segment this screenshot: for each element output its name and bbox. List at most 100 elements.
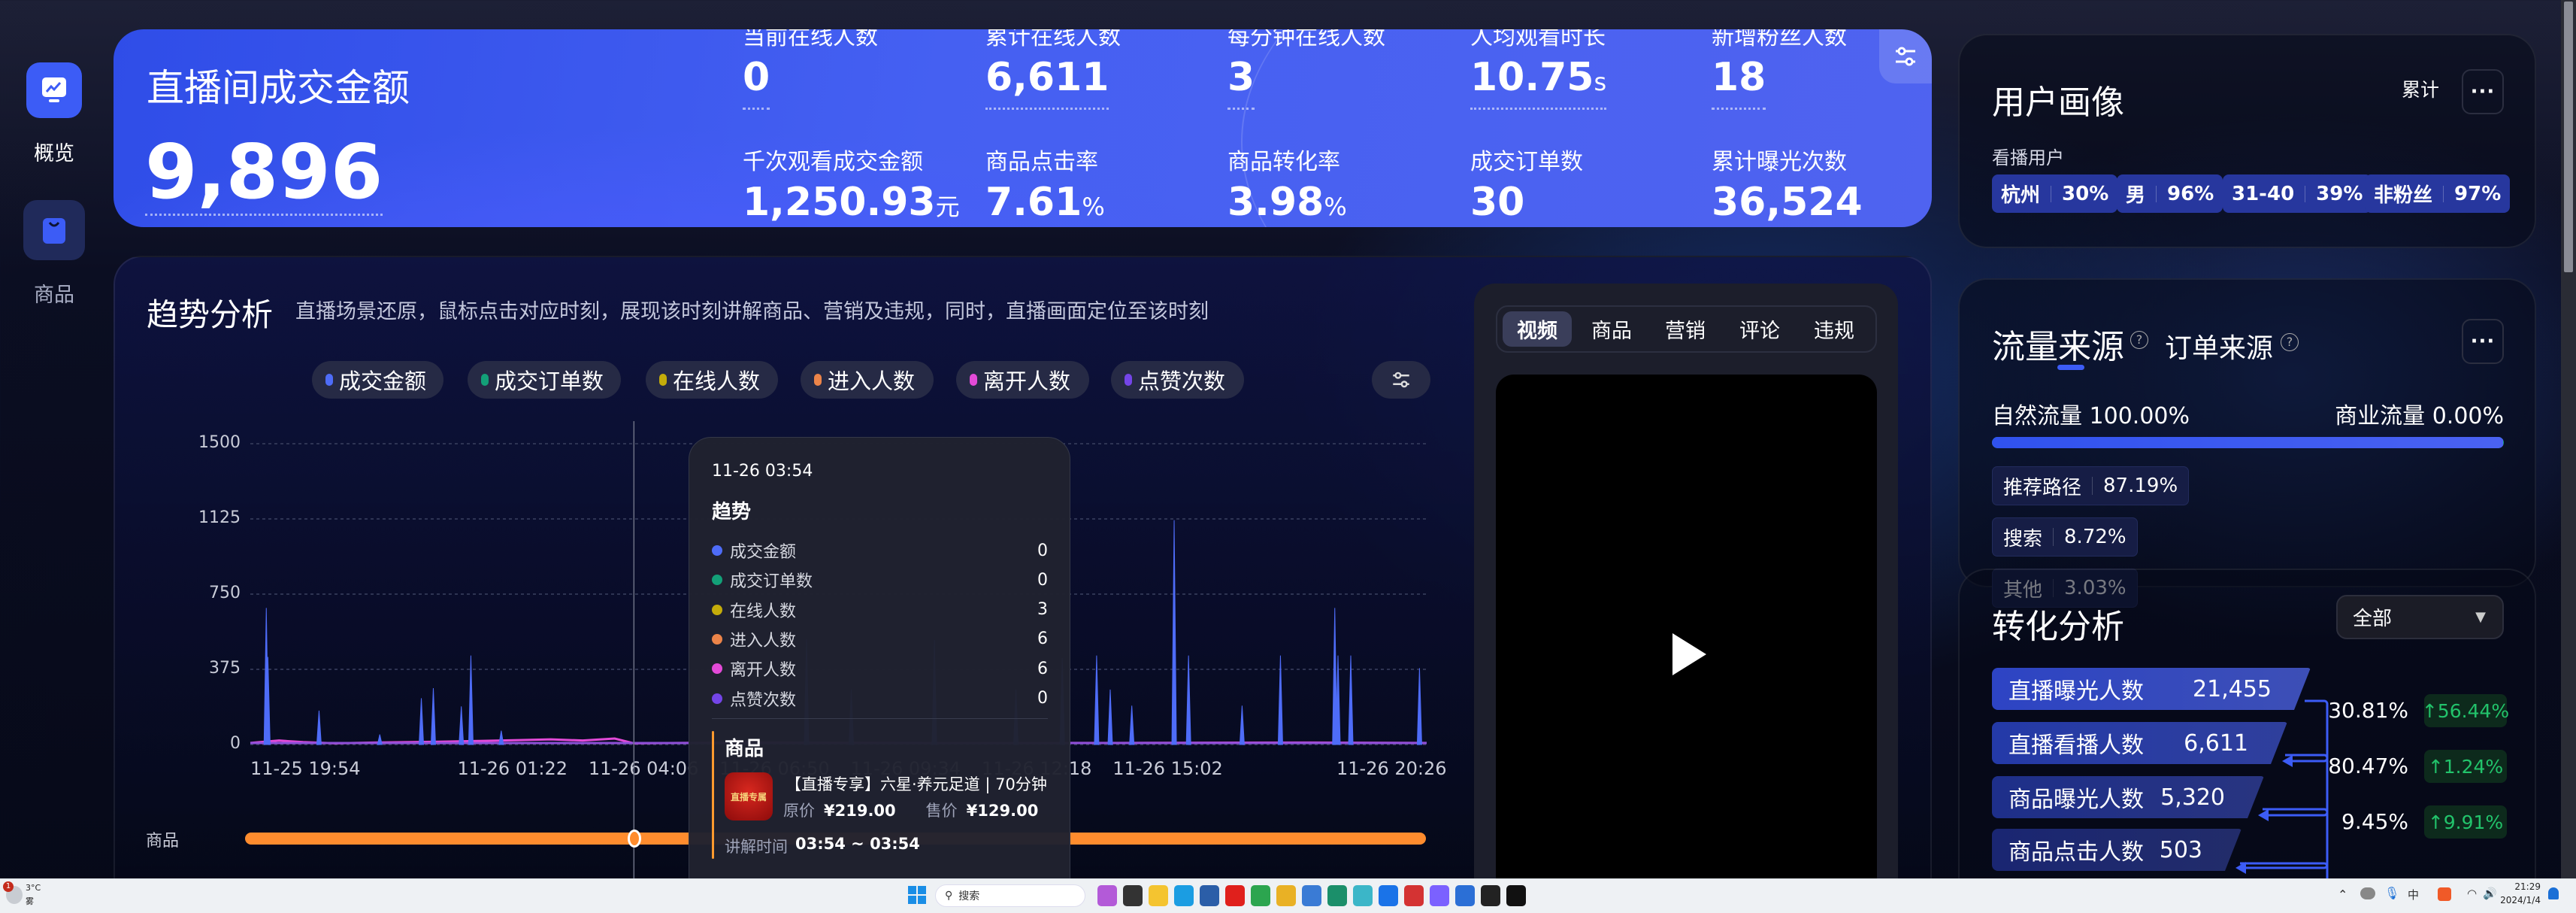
metric-3[interactable]: 每分钟在线人数 3 (1227, 29, 1453, 110)
metric-10[interactable]: 累计曝光次数 36,524 (1712, 150, 1932, 227)
clock-time[interactable]: 21:29 (2514, 881, 2541, 892)
traffic-more-button[interactable]: ··· (2462, 319, 2504, 364)
product-name[interactable]: 【直播专享】六星·养元足道 | 70分钟 (786, 775, 1047, 793)
help-icon[interactable]: ? (2281, 333, 2299, 351)
original-price-label: 原价 (783, 802, 815, 820)
wechat-files-icon[interactable] (1251, 885, 1270, 906)
metric-7[interactable]: 商品点击率 7.61% (985, 150, 1211, 227)
scrollbar-thumb[interactable] (2564, 2, 2573, 272)
commercial-traffic: 商业流量 0.00% (2335, 403, 2504, 429)
conversion-filter-select[interactable]: 全部 ▼ (2336, 595, 2504, 639)
tab-order-source[interactable]: 订单来源 (2165, 333, 2274, 364)
legend-chip-2[interactable]: 成交订单数 (468, 361, 621, 399)
video-player[interactable] (1496, 375, 1877, 901)
player-icon[interactable] (1481, 885, 1500, 906)
funnel-label: 直播看播人数 (2008, 733, 2144, 759)
y-tick-label: 0 (230, 734, 241, 753)
caret-down-icon: ▼ (2475, 609, 2486, 625)
app-red-icon[interactable] (1404, 885, 1424, 906)
sogou-ime-icon[interactable] (2438, 887, 2451, 901)
volume-icon[interactable]: 🔊 (2483, 887, 2497, 900)
onedrive-icon[interactable] (2360, 887, 2375, 899)
metrics-settings-button[interactable] (1879, 29, 1932, 83)
tab-2[interactable]: 商品 (1591, 320, 1632, 343)
tab-1[interactable]: 视频 (1503, 311, 1572, 347)
legend-chip-3[interactable]: 在线人数 (646, 361, 778, 399)
funnel-label: 商品点击人数 (2008, 839, 2144, 866)
metric-1[interactable]: 当前在线人数 0 (743, 29, 968, 110)
tab-5[interactable]: 违规 (1814, 320, 1854, 343)
x-tick-label: 11-25 19:54 (250, 758, 361, 779)
taskbar-search[interactable]: ⚲ 搜索 (935, 884, 1085, 907)
metric-value[interactable]: 3 (1227, 55, 1255, 110)
help-icon[interactable]: ? (2130, 331, 2148, 349)
microphone-icon[interactable]: 🎙 (2384, 886, 2400, 900)
metric-6[interactable]: 千次观看成交金额 1,250.93元 (743, 150, 968, 227)
portrait-more-button[interactable]: ··· (2462, 69, 2504, 114)
legend-chip-4[interactable]: 进入人数 (801, 361, 934, 399)
metric-4[interactable]: 人均观看时长 10.75s (1470, 29, 1696, 110)
metric-value[interactable]: 10.75s (1470, 55, 1607, 110)
timeline-handle[interactable] (628, 830, 641, 848)
sidebar-item-goods[interactable] (23, 200, 85, 260)
wifi-icon[interactable]: ◠ (2467, 887, 2478, 900)
tab-3[interactable]: 营销 (1665, 320, 1706, 343)
portrait-mode[interactable]: 累计 (2402, 79, 2440, 101)
trend-chart[interactable] (0, 0, 1473, 880)
metric-value[interactable]: 18 (1712, 55, 1766, 110)
app-l-icon[interactable] (1225, 885, 1245, 906)
chart-up-icon (42, 77, 66, 102)
sidebar-item-overview[interactable] (26, 62, 82, 118)
capcut-icon[interactable] (1506, 885, 1526, 906)
ime-indicator[interactable]: 中 (2408, 888, 2420, 902)
app-blue-icon[interactable] (1455, 885, 1475, 906)
metric-9[interactable]: 成交订单数 30 (1470, 150, 1696, 227)
sliders-icon (1393, 372, 1409, 388)
gmv-value[interactable]: 9,896 (145, 128, 383, 216)
search-icon: ⚲ (945, 890, 953, 902)
terminal-icon[interactable] (1123, 885, 1143, 906)
metric-2[interactable]: 累计在线人数 6,611 (985, 29, 1211, 110)
play-icon[interactable] (1670, 632, 1708, 677)
series-point-gmv (1416, 668, 1422, 745)
app-icon[interactable] (1302, 885, 1321, 906)
metric-value[interactable]: 0 (743, 55, 770, 110)
tooltip-row: 在线人数 3 (712, 598, 1048, 622)
app-icon[interactable] (1353, 885, 1373, 906)
clock-date[interactable]: 2024/1/4 (2500, 895, 2541, 905)
legend-dot-icon (970, 374, 977, 386)
tray-overflow-icon[interactable]: ⌃ (2338, 887, 2348, 902)
legend-chip-5[interactable]: 离开人数 (956, 361, 1089, 399)
file-explorer-icon[interactable] (1149, 885, 1168, 906)
notes-icon[interactable] (1379, 885, 1398, 906)
legend-chip-6[interactable]: 点赞次数 (1111, 361, 1244, 399)
metric-value[interactable]: 7.61% (985, 180, 1105, 227)
page-scrollbar[interactable] (2561, 0, 2576, 878)
app-purple-icon[interactable] (1430, 885, 1449, 906)
metric-value[interactable]: 36,524 (1712, 180, 1863, 227)
tab-4[interactable]: 评论 (1739, 320, 1780, 343)
notification-bell-icon[interactable] (2548, 887, 2559, 899)
goods-track-label: 商品 (146, 832, 180, 851)
metric-8[interactable]: 商品转化率 3.98% (1227, 150, 1453, 227)
tooltip-row-value: 0 (1037, 570, 1048, 590)
edge-dev-icon[interactable] (1327, 885, 1347, 906)
chrome-icon[interactable] (1276, 885, 1296, 906)
funnel-value: 5,320 (2160, 784, 2225, 811)
chart-settings-button[interactable] (1372, 361, 1430, 399)
y-tick-label: 750 (209, 584, 241, 602)
legend-chip-1[interactable]: 成交金额 (312, 361, 443, 399)
metric-value[interactable]: 1,250.93元 (743, 180, 960, 227)
store-icon[interactable] (1200, 885, 1219, 906)
metric-value[interactable]: 30 (1470, 180, 1524, 227)
metric-label: 累计曝光次数 (1712, 149, 1847, 175)
series-point-gmv (1094, 655, 1100, 745)
metric-value[interactable]: 3.98% (1227, 180, 1347, 227)
tab-traffic-source[interactable]: 流量来源 (1992, 328, 2124, 366)
windows-start-icon[interactable] (908, 886, 926, 904)
metric-5[interactable]: 新增粉丝人数 18 (1712, 29, 1932, 110)
edge-icon[interactable] (1174, 885, 1194, 906)
x-tick-label: 11-26 15:02 (1112, 758, 1223, 779)
copilot-icon[interactable] (1097, 885, 1117, 906)
metric-value[interactable]: 6,611 (985, 55, 1109, 110)
